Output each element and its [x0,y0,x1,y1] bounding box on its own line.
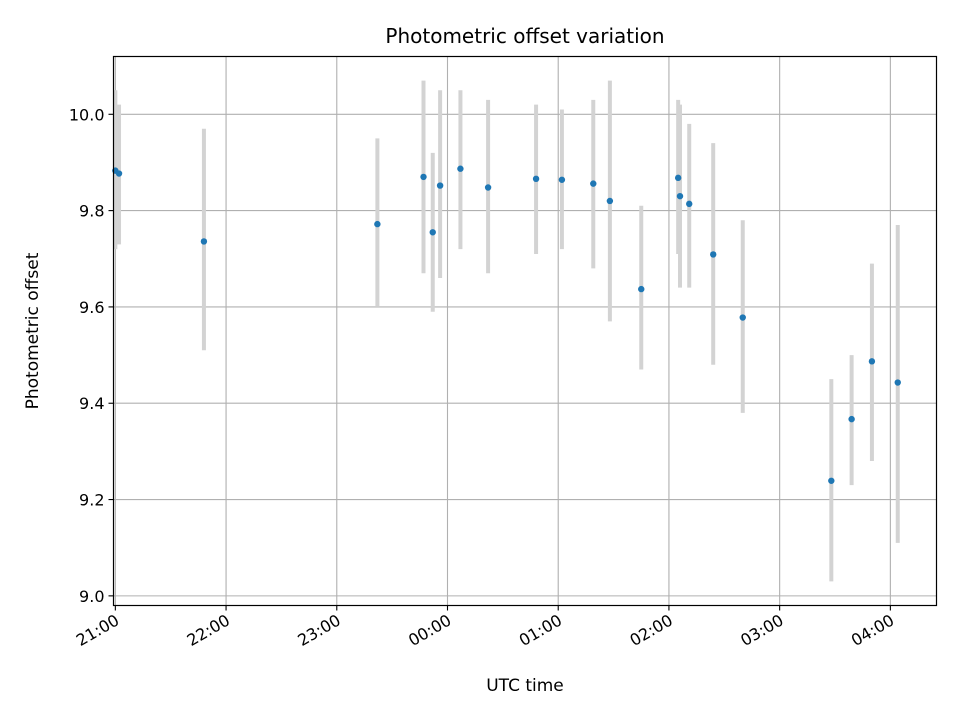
y-tick-label: 9.2 [79,491,104,510]
data-point [868,358,876,365]
data-point [532,175,540,183]
data-point [676,192,684,200]
data-point [710,251,717,258]
data-point [848,415,855,423]
plot-area-frame [112,55,938,607]
data-point [638,285,645,293]
y-axis-ticks: 9.0 9.2 9.4 9.6 9.8 10.0 [69,105,114,606]
chart-title: Photometric offset variation [385,24,664,48]
data-point [429,229,436,236]
data-point [436,182,444,189]
data-points [112,165,901,484]
data-point [484,184,492,191]
data-point [558,176,566,183]
y-tick-label: 10.0 [69,105,105,124]
data-point [674,174,682,182]
x-axis-label: UTC time [486,676,564,696]
data-point [374,220,381,228]
y-tick-label: 9.0 [79,587,104,606]
y-tick-label: 9.8 [79,202,104,221]
y-tick-label: 9.6 [79,298,104,317]
data-point [606,197,614,205]
data-point [457,165,464,172]
grid-lines [113,56,937,606]
data-point [686,200,693,208]
y-tick-label: 9.4 [79,394,104,413]
data-point [739,314,746,321]
data-point [590,180,597,187]
data-point [894,379,901,386]
y-axis-label: Photometric offset [23,252,43,409]
data-point [200,238,208,245]
data-point [828,477,835,484]
data-point [115,170,123,177]
data-point [420,173,427,181]
